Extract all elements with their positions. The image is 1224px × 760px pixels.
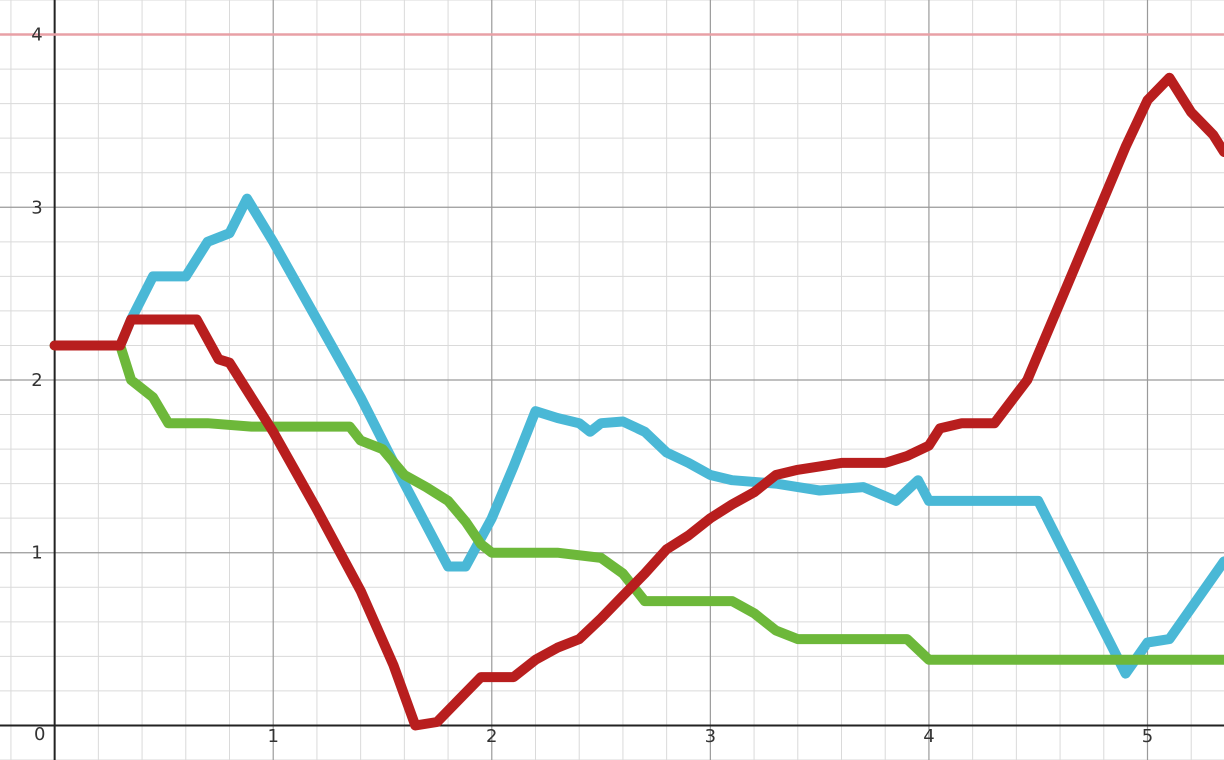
series-group bbox=[49, 72, 1224, 731]
y-tick-label: 4 bbox=[31, 25, 42, 46]
x-tick-label: 3 bbox=[705, 726, 716, 747]
x-tick-label: 4 bbox=[923, 726, 934, 747]
series-line-2 bbox=[49, 340, 1224, 665]
tick-labels: 0 1 2 3 4 5 1 2 3 4 bbox=[31, 25, 1153, 747]
series-line-1 bbox=[49, 193, 1224, 679]
x-tick-label: 2 bbox=[486, 726, 497, 747]
x-tick-label: 5 bbox=[1142, 726, 1153, 747]
y-tick-label: 3 bbox=[31, 197, 42, 218]
y-tick-label: 2 bbox=[31, 370, 42, 391]
series-line-3 bbox=[49, 72, 1224, 731]
origin-label: 0 bbox=[34, 724, 45, 745]
x-tick-label: 1 bbox=[267, 726, 278, 747]
y-tick-label: 1 bbox=[31, 543, 42, 564]
